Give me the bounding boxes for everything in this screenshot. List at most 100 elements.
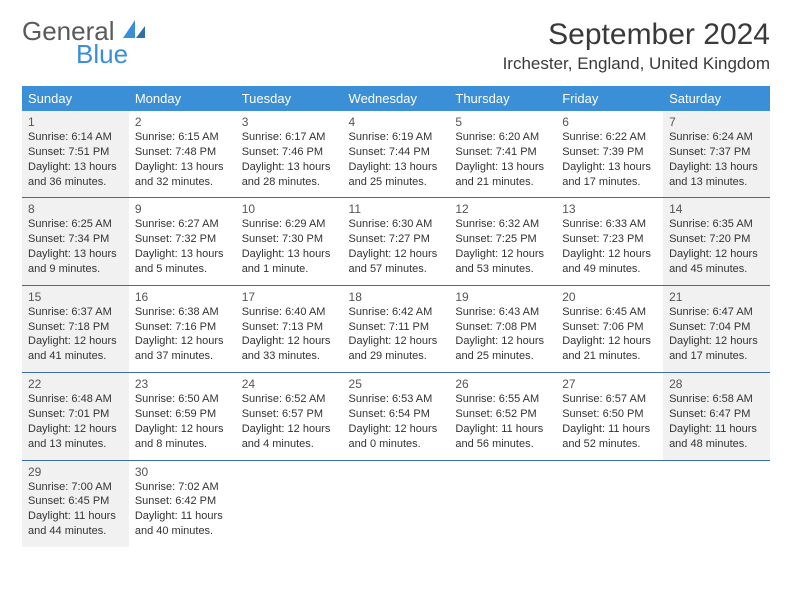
- weekday-header: Wednesday: [343, 86, 450, 111]
- day-cell: 3Sunrise: 6:17 AMSunset: 7:46 PMDaylight…: [236, 111, 343, 198]
- day-number: 2: [135, 115, 230, 129]
- day-number: 1: [28, 115, 123, 129]
- day-cell: 19Sunrise: 6:43 AMSunset: 7:08 PMDayligh…: [449, 285, 556, 372]
- day-info: Sunrise: 6:58 AMSunset: 6:47 PMDaylight:…: [669, 392, 764, 451]
- day-cell: 2Sunrise: 6:15 AMSunset: 7:48 PMDaylight…: [129, 111, 236, 198]
- day-info: Sunrise: 6:27 AMSunset: 7:32 PMDaylight:…: [135, 217, 230, 276]
- calendar-table: SundayMondayTuesdayWednesdayThursdayFrid…: [22, 86, 770, 547]
- day-info: Sunrise: 6:14 AMSunset: 7:51 PMDaylight:…: [28, 130, 123, 189]
- day-number: 5: [455, 115, 550, 129]
- sunset: Sunset: 7:39 PM: [562, 145, 657, 160]
- sunrise: Sunrise: 6:52 AM: [242, 392, 337, 407]
- sunset: Sunset: 7:51 PM: [28, 145, 123, 160]
- sunset: Sunset: 7:16 PM: [135, 320, 230, 335]
- sunset: Sunset: 6:50 PM: [562, 407, 657, 422]
- calendar-week: 29Sunrise: 7:00 AMSunset: 6:45 PMDayligh…: [22, 460, 770, 547]
- daylight: Daylight: 13 hours and 9 minutes.: [28, 247, 123, 277]
- sunrise: Sunrise: 6:50 AM: [135, 392, 230, 407]
- day-number: 10: [242, 202, 337, 216]
- day-number: 22: [28, 377, 123, 391]
- day-cell: 8Sunrise: 6:25 AMSunset: 7:34 PMDaylight…: [22, 198, 129, 285]
- daylight: Daylight: 13 hours and 1 minute.: [242, 247, 337, 277]
- daylight: Daylight: 12 hours and 8 minutes.: [135, 422, 230, 452]
- sunrise: Sunrise: 6:58 AM: [669, 392, 764, 407]
- sunrise: Sunrise: 6:20 AM: [455, 130, 550, 145]
- day-info: Sunrise: 6:30 AMSunset: 7:27 PMDaylight:…: [349, 217, 444, 276]
- sunrise: Sunrise: 6:27 AM: [135, 217, 230, 232]
- empty-cell: [449, 460, 556, 547]
- sunrise: Sunrise: 6:24 AM: [669, 130, 764, 145]
- day-number: 28: [669, 377, 764, 391]
- sunrise: Sunrise: 6:48 AM: [28, 392, 123, 407]
- day-number: 17: [242, 290, 337, 304]
- sunrise: Sunrise: 6:22 AM: [562, 130, 657, 145]
- day-info: Sunrise: 6:19 AMSunset: 7:44 PMDaylight:…: [349, 130, 444, 189]
- daylight: Daylight: 12 hours and 21 minutes.: [562, 334, 657, 364]
- daylight: Daylight: 11 hours and 40 minutes.: [135, 509, 230, 539]
- sunrise: Sunrise: 6:45 AM: [562, 305, 657, 320]
- day-cell: 1Sunrise: 6:14 AMSunset: 7:51 PMDaylight…: [22, 111, 129, 198]
- sunset: Sunset: 6:59 PM: [135, 407, 230, 422]
- sunset: Sunset: 7:08 PM: [455, 320, 550, 335]
- sunset: Sunset: 7:48 PM: [135, 145, 230, 160]
- weekday-header: Saturday: [663, 86, 770, 111]
- sunrise: Sunrise: 6:29 AM: [242, 217, 337, 232]
- sunrise: Sunrise: 7:02 AM: [135, 480, 230, 495]
- sunset: Sunset: 7:06 PM: [562, 320, 657, 335]
- sunset: Sunset: 7:41 PM: [455, 145, 550, 160]
- daylight: Daylight: 11 hours and 56 minutes.: [455, 422, 550, 452]
- day-number: 19: [455, 290, 550, 304]
- day-number: 21: [669, 290, 764, 304]
- day-info: Sunrise: 7:00 AMSunset: 6:45 PMDaylight:…: [28, 480, 123, 539]
- day-number: 23: [135, 377, 230, 391]
- empty-cell: [343, 460, 450, 547]
- weekday-header: Friday: [556, 86, 663, 111]
- day-number: 18: [349, 290, 444, 304]
- daylight: Daylight: 12 hours and 45 minutes.: [669, 247, 764, 277]
- empty-cell: [236, 460, 343, 547]
- calendar-body: 1Sunrise: 6:14 AMSunset: 7:51 PMDaylight…: [22, 111, 770, 547]
- sunset: Sunset: 6:54 PM: [349, 407, 444, 422]
- day-cell: 11Sunrise: 6:30 AMSunset: 7:27 PMDayligh…: [343, 198, 450, 285]
- sunset: Sunset: 6:42 PM: [135, 494, 230, 509]
- day-cell: 15Sunrise: 6:37 AMSunset: 7:18 PMDayligh…: [22, 285, 129, 372]
- sunrise: Sunrise: 6:14 AM: [28, 130, 123, 145]
- day-info: Sunrise: 6:15 AMSunset: 7:48 PMDaylight:…: [135, 130, 230, 189]
- day-cell: 4Sunrise: 6:19 AMSunset: 7:44 PMDaylight…: [343, 111, 450, 198]
- day-number: 30: [135, 465, 230, 479]
- daylight: Daylight: 12 hours and 53 minutes.: [455, 247, 550, 277]
- sunrise: Sunrise: 6:47 AM: [669, 305, 764, 320]
- sunrise: Sunrise: 6:42 AM: [349, 305, 444, 320]
- logo-blue: Blue: [76, 41, 145, 67]
- weekday-header: Monday: [129, 86, 236, 111]
- sunset: Sunset: 6:45 PM: [28, 494, 123, 509]
- calendar-week: 8Sunrise: 6:25 AMSunset: 7:34 PMDaylight…: [22, 198, 770, 285]
- day-number: 27: [562, 377, 657, 391]
- sunrise: Sunrise: 7:00 AM: [28, 480, 123, 495]
- day-number: 7: [669, 115, 764, 129]
- day-info: Sunrise: 6:57 AMSunset: 6:50 PMDaylight:…: [562, 392, 657, 451]
- sunset: Sunset: 7:23 PM: [562, 232, 657, 247]
- day-info: Sunrise: 6:32 AMSunset: 7:25 PMDaylight:…: [455, 217, 550, 276]
- sunset: Sunset: 7:30 PM: [242, 232, 337, 247]
- day-info: Sunrise: 6:33 AMSunset: 7:23 PMDaylight:…: [562, 217, 657, 276]
- empty-cell: [663, 460, 770, 547]
- daylight: Daylight: 12 hours and 0 minutes.: [349, 422, 444, 452]
- day-cell: 24Sunrise: 6:52 AMSunset: 6:57 PMDayligh…: [236, 373, 343, 460]
- day-cell: 12Sunrise: 6:32 AMSunset: 7:25 PMDayligh…: [449, 198, 556, 285]
- day-number: 14: [669, 202, 764, 216]
- daylight: Daylight: 11 hours and 48 minutes.: [669, 422, 764, 452]
- day-number: 26: [455, 377, 550, 391]
- sunset: Sunset: 7:04 PM: [669, 320, 764, 335]
- title-block: September 2024 Irchester, England, Unite…: [503, 18, 770, 74]
- sunrise: Sunrise: 6:37 AM: [28, 305, 123, 320]
- sunset: Sunset: 7:25 PM: [455, 232, 550, 247]
- sunset: Sunset: 6:57 PM: [242, 407, 337, 422]
- daylight: Daylight: 12 hours and 25 minutes.: [455, 334, 550, 364]
- weekday-header: Tuesday: [236, 86, 343, 111]
- sunrise: Sunrise: 6:35 AM: [669, 217, 764, 232]
- month-title: September 2024: [503, 18, 770, 52]
- sunrise: Sunrise: 6:25 AM: [28, 217, 123, 232]
- day-number: 8: [28, 202, 123, 216]
- daylight: Daylight: 12 hours and 4 minutes.: [242, 422, 337, 452]
